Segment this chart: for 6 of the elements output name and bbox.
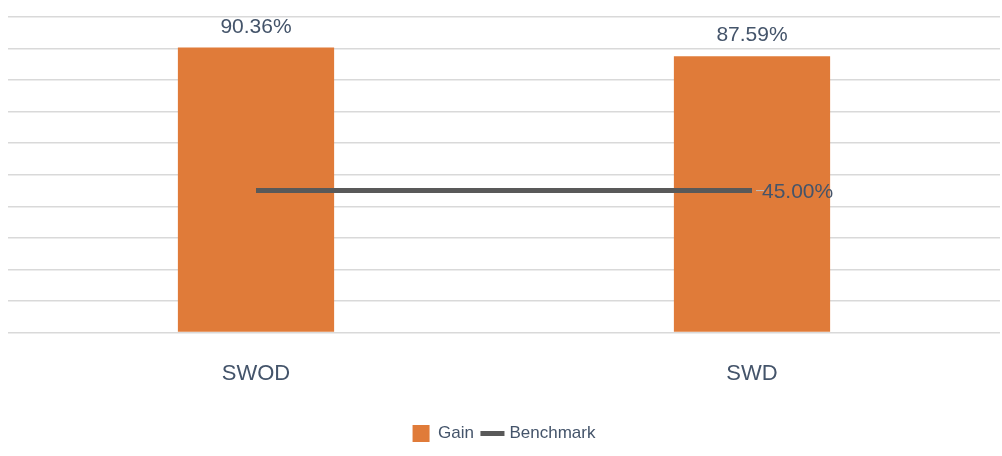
data-label: 90.36% [220,13,292,37]
legend-label: Benchmark [509,423,596,443]
data-label: 87.59% [716,22,788,46]
legend-label: Gain [438,423,474,443]
x-tick-label: SWOD [221,359,291,385]
x-tick-label: SWD [726,359,778,385]
